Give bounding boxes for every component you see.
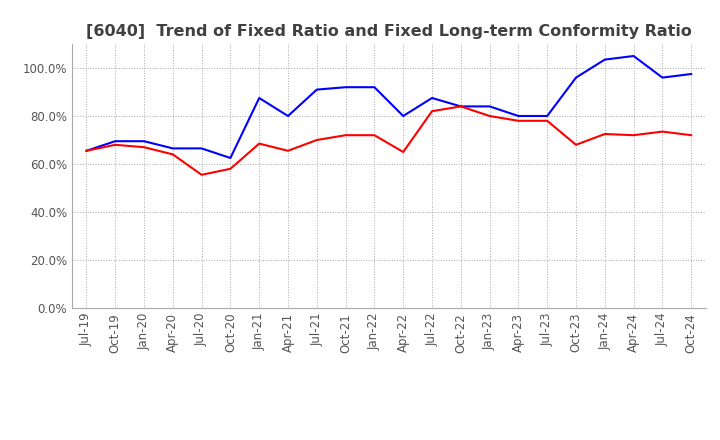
Fixed Ratio [600,57,609,62]
Fixed Long-term Conformity Ratio [197,172,206,177]
Fixed Long-term Conformity Ratio [341,132,350,138]
Fixed Long-term Conformity Ratio [226,166,235,172]
Fixed Ratio [284,114,292,119]
Fixed Ratio [226,155,235,161]
Fixed Long-term Conformity Ratio [168,152,177,157]
Line: Fixed Ratio: Fixed Ratio [86,56,691,158]
Fixed Ratio [687,71,696,77]
Fixed Ratio [140,139,148,144]
Fixed Long-term Conformity Ratio [82,148,91,154]
Fixed Ratio [370,84,379,90]
Fixed Long-term Conformity Ratio [284,148,292,154]
Fixed Long-term Conformity Ratio [485,114,494,119]
Fixed Long-term Conformity Ratio [629,132,638,138]
Fixed Ratio [543,114,552,119]
Fixed Ratio [111,139,120,144]
Fixed Long-term Conformity Ratio [140,145,148,150]
Fixed Ratio [629,53,638,59]
Fixed Ratio [456,104,465,109]
Fixed Ratio [514,114,523,119]
Fixed Long-term Conformity Ratio [658,129,667,134]
Fixed Long-term Conformity Ratio [399,149,408,154]
Fixed Long-term Conformity Ratio [514,118,523,124]
Title: [6040]  Trend of Fixed Ratio and Fixed Long-term Conformity Ratio: [6040] Trend of Fixed Ratio and Fixed Lo… [86,24,692,39]
Fixed Long-term Conformity Ratio [572,142,580,147]
Line: Fixed Long-term Conformity Ratio: Fixed Long-term Conformity Ratio [86,106,691,175]
Fixed Ratio [428,95,436,101]
Fixed Ratio [255,95,264,101]
Fixed Long-term Conformity Ratio [456,104,465,109]
Fixed Ratio [312,87,321,92]
Fixed Long-term Conformity Ratio [687,132,696,138]
Fixed Ratio [658,75,667,80]
Fixed Long-term Conformity Ratio [312,137,321,143]
Fixed Ratio [82,148,91,154]
Fixed Long-term Conformity Ratio [600,132,609,137]
Fixed Ratio [341,84,350,90]
Fixed Ratio [168,146,177,151]
Fixed Long-term Conformity Ratio [428,109,436,114]
Fixed Long-term Conformity Ratio [111,142,120,147]
Fixed Long-term Conformity Ratio [370,132,379,138]
Fixed Ratio [197,146,206,151]
Fixed Ratio [572,75,580,80]
Fixed Long-term Conformity Ratio [255,141,264,146]
Fixed Ratio [485,104,494,109]
Fixed Long-term Conformity Ratio [543,118,552,124]
Fixed Ratio [399,114,408,119]
